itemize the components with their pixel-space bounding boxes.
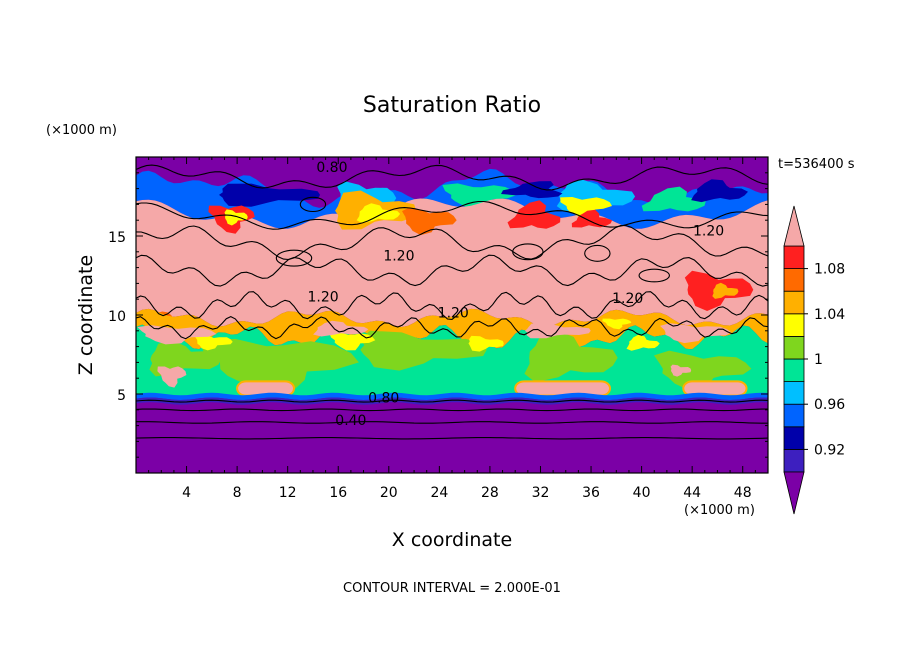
y-tick-label: 15: [108, 230, 126, 246]
colorbar-swatch: [783, 290, 805, 315]
contour-label: 1.20: [307, 290, 338, 306]
contour-line-9: [136, 437, 768, 440]
y-axis-label: Z coordinate: [75, 255, 97, 375]
colorbar-swatch: [783, 313, 805, 337]
contour-loop-2: [584, 244, 611, 262]
contour-label: 1.20: [438, 305, 469, 321]
green-blob-1: [360, 330, 487, 371]
low-pink-lens-1: [514, 380, 612, 397]
green-blob-3: [654, 350, 752, 390]
x-tick-label: 20: [380, 485, 398, 501]
x-tick-label: 48: [734, 485, 752, 501]
colorbar-swatch: [783, 245, 805, 270]
x-axis-label: X coordinate: [392, 529, 512, 551]
contour-line-2: [136, 224, 768, 261]
contour-loop-3: [638, 268, 670, 283]
contour-line-4: [136, 291, 768, 320]
contour-labels: 0.801.201.201.201.201.200.800.40: [307, 160, 724, 429]
lower-violet-band: [136, 397, 768, 405]
x-tick-label: 24: [430, 485, 448, 501]
upper-blob-4: [219, 183, 321, 207]
colorbar-swatch: [783, 335, 805, 360]
yellow-blob-3: [195, 334, 233, 351]
pink-blob-3: [356, 203, 401, 224]
colorbar-label: 0.92: [814, 442, 845, 458]
x-axis-unit: (×1000 m): [684, 503, 755, 518]
colorbar-label: 1: [814, 352, 823, 368]
contour-loop-0: [299, 196, 327, 213]
contour-interval-note: CONTOUR INTERVAL = 2.000E-01: [343, 581, 561, 596]
contour-label: 0.40: [335, 413, 366, 429]
y-axis-unit: (×1000 m): [46, 123, 117, 138]
x-tick-label: 36: [582, 485, 600, 501]
pink-patch-4: [157, 366, 187, 388]
y-axis-ticks: 5 10 15: [108, 172, 768, 458]
green-blob-4: [149, 340, 222, 377]
colorbar-label: 0.96: [814, 397, 845, 413]
pink-blob-4: [402, 207, 457, 236]
green-blob-2: [524, 329, 618, 383]
contour-loop-4: [275, 249, 313, 267]
contour-line-1: [136, 200, 768, 230]
pink-region: [136, 198, 768, 328]
contour-line-8: [136, 421, 768, 424]
contour-lines: [136, 164, 768, 440]
pink-blob-9: [571, 209, 613, 228]
colorbar-swatch: [783, 426, 805, 450]
green-blob-0: [200, 338, 359, 393]
pink-patch-0: [137, 325, 217, 345]
x-tick-label: 32: [532, 485, 550, 501]
colorbar-swatch: [783, 381, 805, 405]
contour-loop-1: [512, 243, 544, 261]
colorbar-swatch: [783, 358, 805, 383]
x-tick-label: 8: [233, 485, 242, 501]
upper-blob-3: [442, 183, 517, 210]
colorbar-label: 1.08: [814, 262, 845, 278]
colorbar-top-arrow: [783, 205, 805, 247]
y-tick-label: 5: [117, 388, 126, 404]
colorbar-bottom-arrow: [783, 471, 805, 515]
x-tick-label: 40: [633, 485, 651, 501]
x-tick-label: 16: [329, 485, 347, 501]
pink-patch-3: [660, 323, 732, 344]
colorbar-swatch: [783, 403, 805, 428]
pink-blob-1: [224, 209, 248, 226]
x-tick-label: 4: [182, 485, 191, 501]
yellow-blob-4: [602, 318, 632, 330]
x-axis-ticks: 4 8 12 16 20 24 28 32 36 40 44 48: [148, 157, 756, 501]
contour-line-3: [136, 254, 768, 287]
x-tick-label: 12: [279, 485, 297, 501]
contour-line-0: [136, 164, 768, 191]
contour-label: 1.20: [383, 249, 414, 265]
time-label: t=536400 s: [778, 157, 855, 172]
upper-blob-2: [641, 186, 706, 212]
upper-blob-5: [691, 179, 748, 203]
x-tick-label: 44: [683, 485, 701, 501]
contour-label: 1.20: [693, 223, 724, 239]
colorbar-swatch: [783, 448, 805, 473]
contour-line-5: [136, 315, 768, 340]
contour-label: 1.20: [612, 291, 643, 307]
pink-patch-5: [670, 364, 692, 377]
pink-blob-8: [712, 282, 739, 299]
contour-line-7: [136, 408, 768, 412]
contour-line-6: [136, 399, 768, 403]
x-tick-label: 28: [481, 485, 499, 501]
cloud-base-band: [136, 392, 768, 400]
yellow-blob-1: [468, 335, 504, 352]
contour-label: 0.80: [368, 391, 399, 407]
y-tick-label: 10: [108, 309, 126, 325]
contour-label: 0.80: [316, 160, 347, 176]
yellow-blob-2: [626, 334, 660, 351]
chart-title: Saturation Ratio: [363, 93, 541, 118]
plot-area: [136, 157, 768, 473]
colorbar: 0.92 0.96 1 1.04 1.08: [783, 205, 845, 515]
pink-patch-1: [313, 320, 369, 337]
colorbar-label: 1.04: [814, 307, 845, 323]
upper-blob-6: [501, 181, 563, 199]
colorbar-swatch: [783, 268, 805, 292]
